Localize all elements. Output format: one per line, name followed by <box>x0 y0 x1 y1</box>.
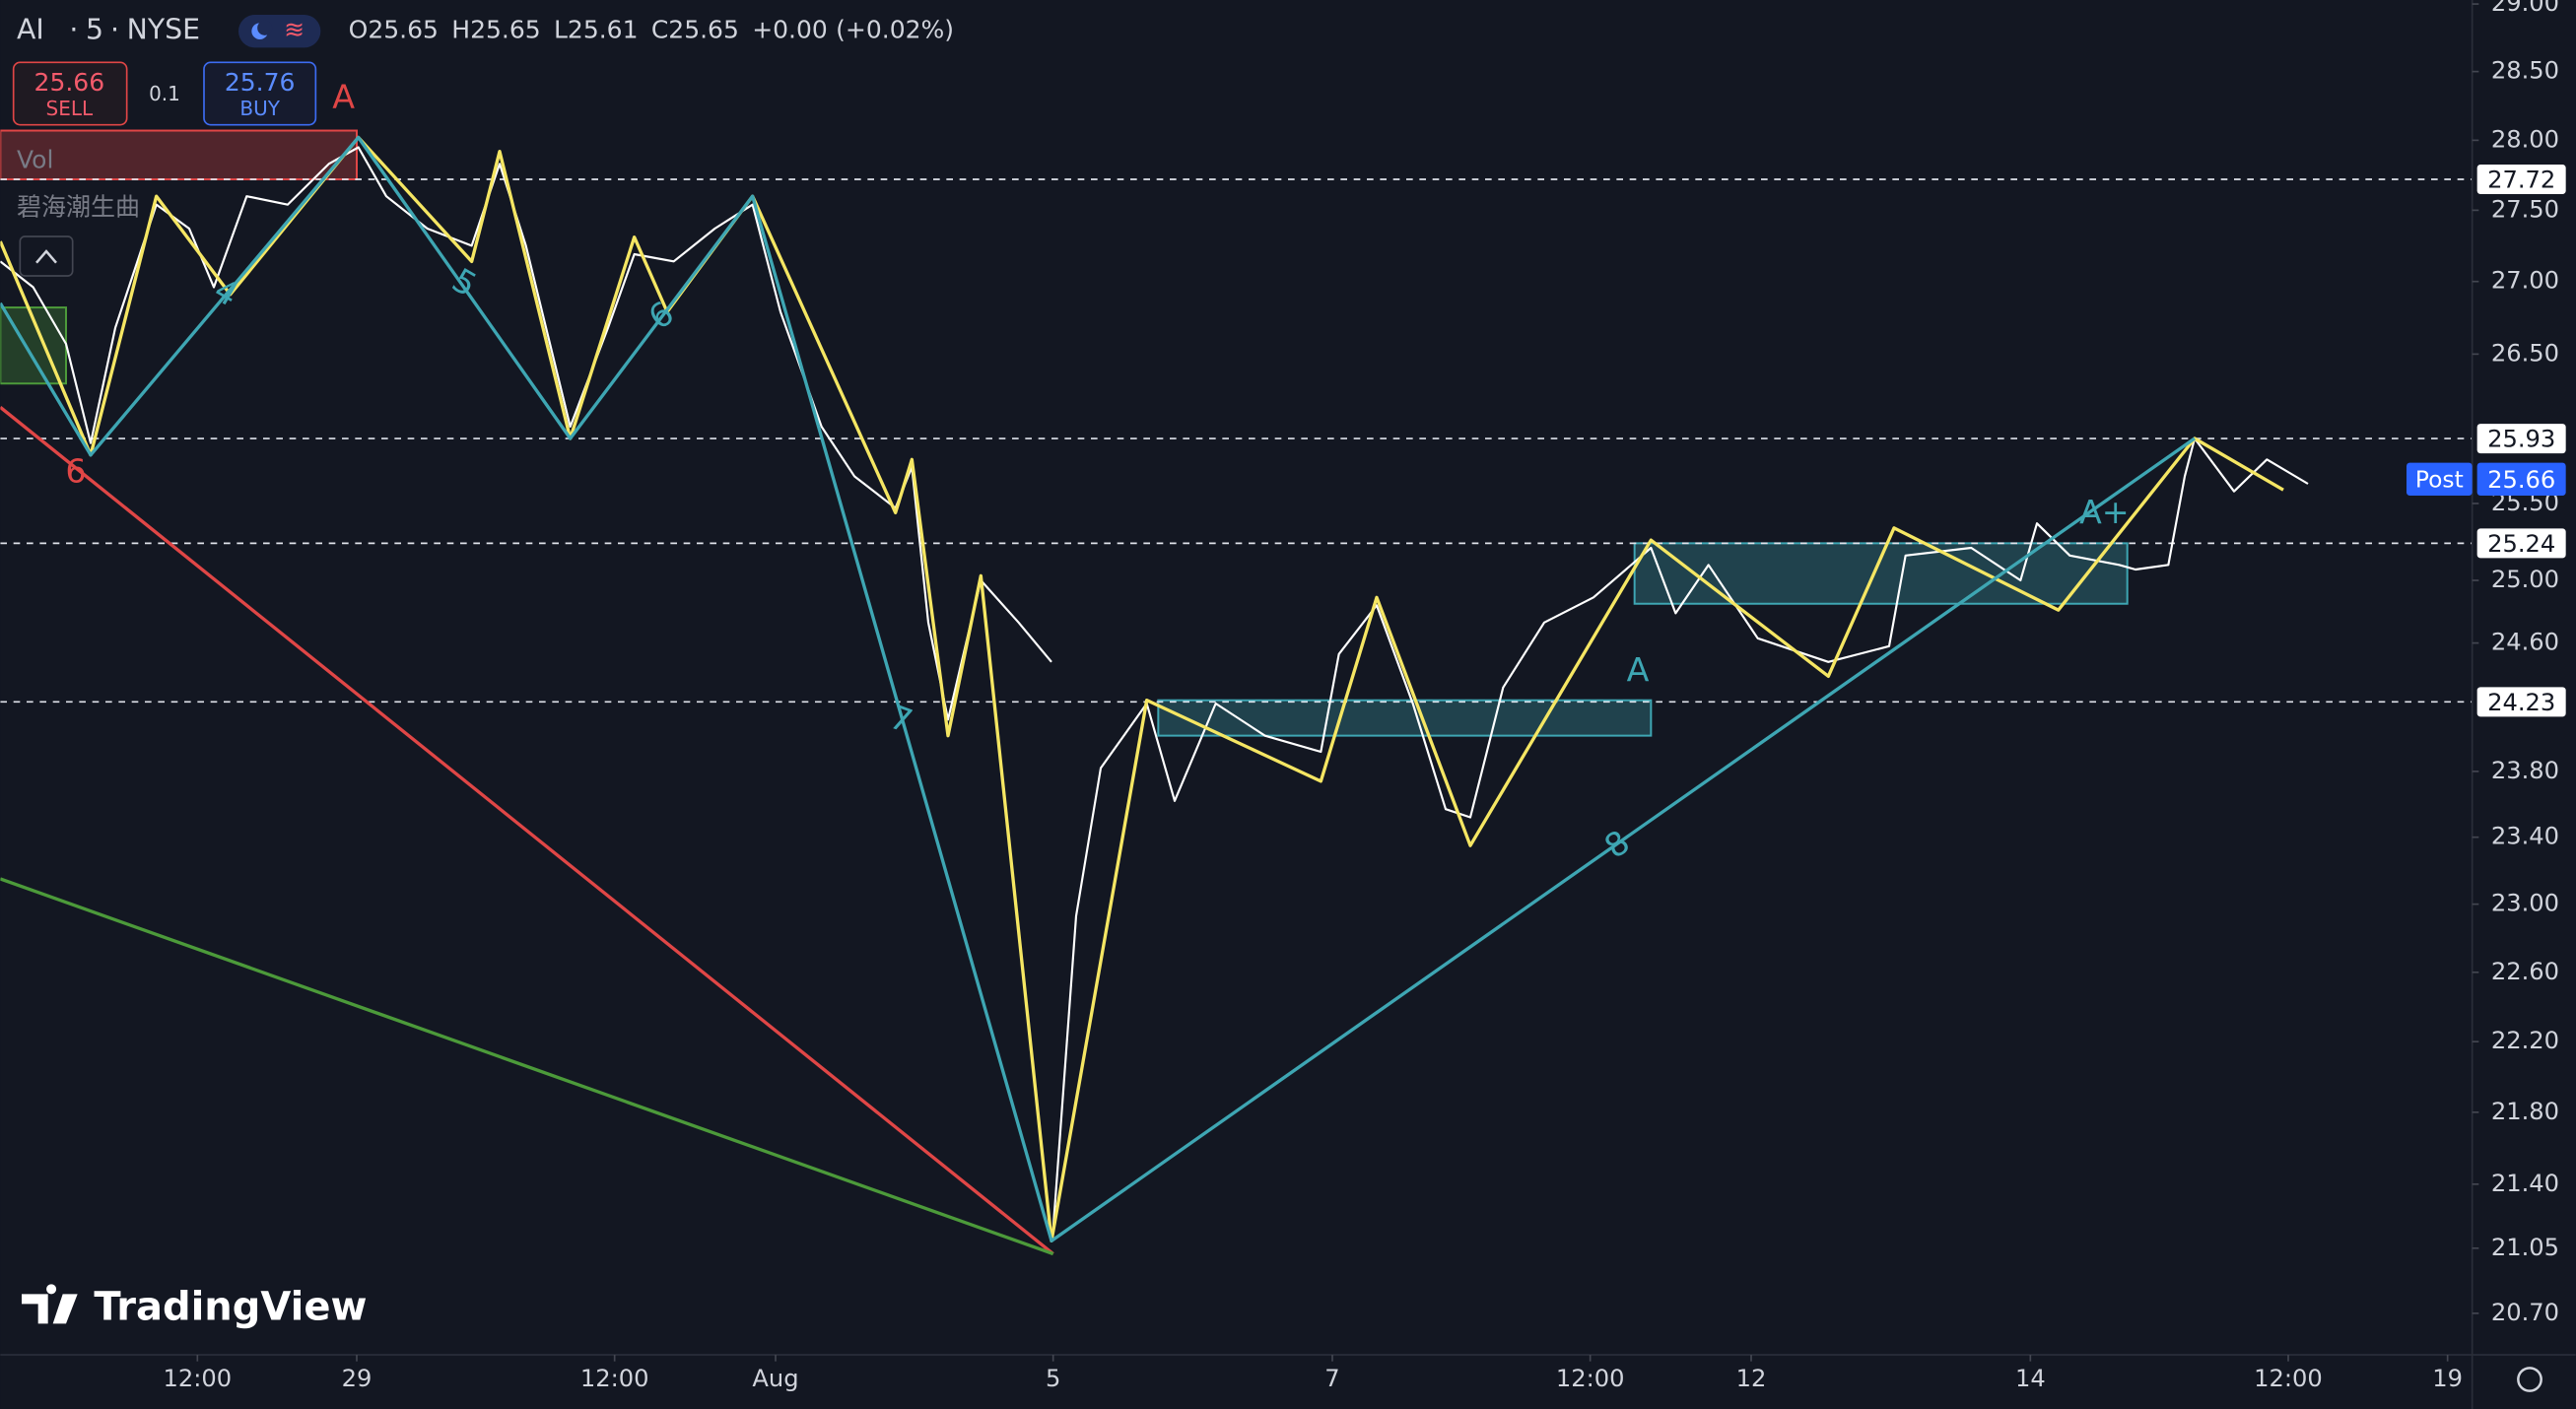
x-tick-label: 12:00 <box>2254 1365 2323 1392</box>
y-tick-label: 20.70 <box>2491 1299 2559 1326</box>
x-tick-label: 5 <box>1046 1365 1060 1392</box>
change: +0.00 <box>752 16 828 44</box>
collapse-button[interactable] <box>19 235 74 277</box>
series-line <box>0 877 1054 1256</box>
ohlc: O 25.65 H 25.65 L 25.61 C 25.65 +0.00 (+0.02%) <box>349 16 954 44</box>
post-label: Post <box>2415 465 2464 493</box>
series-line <box>0 406 1054 1255</box>
x-tick-label: 29 <box>342 1365 373 1392</box>
y-tick-label: 21.05 <box>2491 1234 2559 1261</box>
x-tick-label: 7 <box>1324 1365 1339 1392</box>
y-tick-label: 24.60 <box>2491 629 2559 656</box>
interval[interactable]: 5 <box>86 14 103 46</box>
buy-label: BUY <box>239 97 280 120</box>
spread: 0.1 <box>149 82 180 105</box>
x-tick-label: Aug <box>752 1365 798 1392</box>
sell-label: SELL <box>46 97 94 120</box>
separator: · <box>69 14 78 46</box>
x-tick-label: 12:00 <box>580 1365 649 1392</box>
post-price-label: 25.66 <box>2487 466 2555 494</box>
y-tick-label: 23.80 <box>2491 757 2559 784</box>
indicator-name[interactable]: 碧海潮生曲 <box>17 193 140 222</box>
series-line <box>1051 436 2309 1231</box>
wave-label: A+ <box>2079 493 2130 531</box>
logo-text: TradingView <box>94 1284 367 1329</box>
status-badge[interactable] <box>238 15 321 48</box>
wave-label: A <box>1627 650 1650 689</box>
ohlc-key: L <box>554 16 568 44</box>
logo: TradingView <box>22 1284 367 1329</box>
ohlc-value: 25.65 <box>470 16 541 44</box>
x-tick-label: 14 <box>2015 1365 2046 1392</box>
wave-label: 6 <box>65 452 86 491</box>
ohlc-key: C <box>651 16 668 44</box>
price-level-label: 27.72 <box>2487 167 2555 194</box>
ohlc-value: 25.61 <box>568 16 639 44</box>
y-tick-label: 22.60 <box>2491 958 2559 985</box>
y-tick-label: 23.40 <box>2491 823 2559 850</box>
ohlc-value: 25.65 <box>368 16 439 44</box>
ohlc-value: 25.65 <box>668 16 739 44</box>
axes: 29.0028.5028.0027.5027.0026.5025.5025.00… <box>164 0 2566 1392</box>
price-level-tag <box>2476 687 2566 717</box>
y-tick-label: 23.00 <box>2491 890 2559 917</box>
y-tick-label: 25.00 <box>2491 566 2559 593</box>
y-tick-label: 28.00 <box>2491 125 2559 153</box>
x-tick-label: 12:00 <box>164 1365 233 1392</box>
series-line <box>0 135 2284 1242</box>
sell-price: 25.66 <box>34 68 105 97</box>
zone <box>1633 542 2129 605</box>
post-price-tag <box>2476 462 2566 496</box>
delay-icon: ≋ <box>284 16 305 44</box>
header: AI · 5 · NYSE ≋ O 25.65 H 25.65 L 25.61 C 25.65… <box>12 14 954 277</box>
series-line <box>0 135 2196 1242</box>
y-tick-label: 22.20 <box>2491 1027 2559 1054</box>
buy-price: 25.76 <box>225 68 296 97</box>
y-tick-label: 21.40 <box>2491 1170 2559 1197</box>
zone <box>1157 699 1653 737</box>
collapse-icon <box>35 249 57 264</box>
logo-icon <box>22 1284 78 1324</box>
price-level-label: 25.24 <box>2487 530 2555 558</box>
separator: · <box>110 14 119 46</box>
y-tick-label: 27.50 <box>2491 195 2559 223</box>
y-tick-label: 29.00 <box>2491 0 2559 17</box>
market-icon <box>257 20 273 35</box>
exchange: NYSE <box>127 14 200 46</box>
price-level-tag <box>2476 528 2566 559</box>
price-level-tag <box>2476 424 2566 454</box>
ohlc-key: H <box>451 16 470 44</box>
indicator-name[interactable]: Vol <box>17 145 53 173</box>
change-percent: (+0.02%) <box>836 16 954 44</box>
x-tick-label: 12 <box>1736 1365 1767 1392</box>
sell-button[interactable] <box>12 61 128 126</box>
post-tag <box>2407 462 2473 496</box>
y-tick-label: 28.50 <box>2491 57 2559 85</box>
price-level-label: 25.93 <box>2487 426 2555 453</box>
price-level-label: 24.23 <box>2487 689 2555 716</box>
settings-button[interactable] <box>2517 1367 2542 1392</box>
zone <box>0 129 359 180</box>
y-tick-label: 26.50 <box>2491 339 2559 367</box>
buy-button[interactable] <box>203 61 317 126</box>
symbol[interactable]: AI <box>17 14 44 46</box>
plot-area <box>0 129 2473 1256</box>
y-tick-label: 27.00 <box>2491 267 2559 295</box>
x-tick-label: 12:00 <box>1556 1365 1625 1392</box>
y-tick-label: 21.80 <box>2491 1098 2559 1125</box>
ohlc-key: O <box>349 16 369 44</box>
x-tick-label: 19 <box>2432 1365 2463 1392</box>
price-level-tag <box>2476 164 2566 194</box>
wave-label: A <box>332 78 355 116</box>
